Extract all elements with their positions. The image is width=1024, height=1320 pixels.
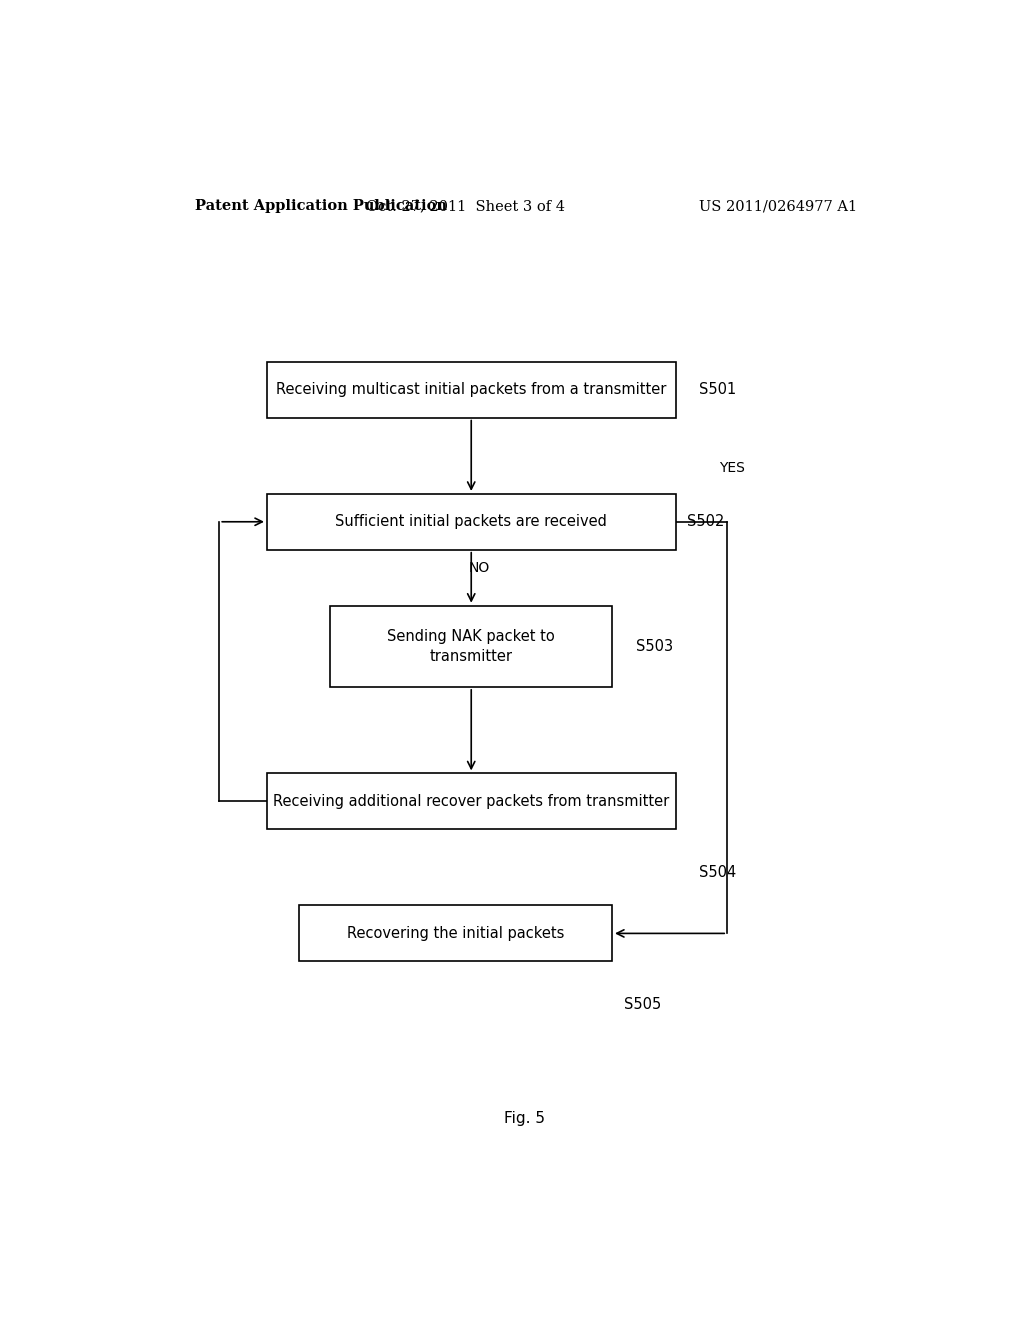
Text: Fig. 5: Fig. 5 [504, 1111, 546, 1126]
Text: S504: S504 [699, 865, 736, 880]
Text: US 2011/0264977 A1: US 2011/0264977 A1 [699, 199, 857, 213]
FancyBboxPatch shape [331, 606, 612, 686]
Text: Patent Application Publication: Patent Application Publication [196, 199, 447, 213]
Text: S502: S502 [687, 515, 725, 529]
FancyBboxPatch shape [267, 494, 676, 549]
Text: Sending NAK packet to
transmitter: Sending NAK packet to transmitter [387, 628, 555, 664]
FancyBboxPatch shape [267, 774, 676, 829]
Text: Sufficient initial packets are received: Sufficient initial packets are received [335, 515, 607, 529]
Text: Recovering the initial packets: Recovering the initial packets [347, 925, 564, 941]
Text: Receiving multicast initial packets from a transmitter: Receiving multicast initial packets from… [276, 381, 667, 397]
Text: S501: S501 [699, 381, 736, 397]
Text: S503: S503 [636, 639, 673, 653]
FancyBboxPatch shape [267, 362, 676, 417]
Text: Receiving additional recover packets from transmitter: Receiving additional recover packets fro… [273, 793, 670, 809]
Text: S505: S505 [624, 997, 662, 1012]
Text: NO: NO [469, 561, 489, 576]
Text: Oct. 27, 2011  Sheet 3 of 4: Oct. 27, 2011 Sheet 3 of 4 [366, 199, 565, 213]
FancyBboxPatch shape [299, 906, 612, 961]
Text: YES: YES [719, 462, 745, 475]
